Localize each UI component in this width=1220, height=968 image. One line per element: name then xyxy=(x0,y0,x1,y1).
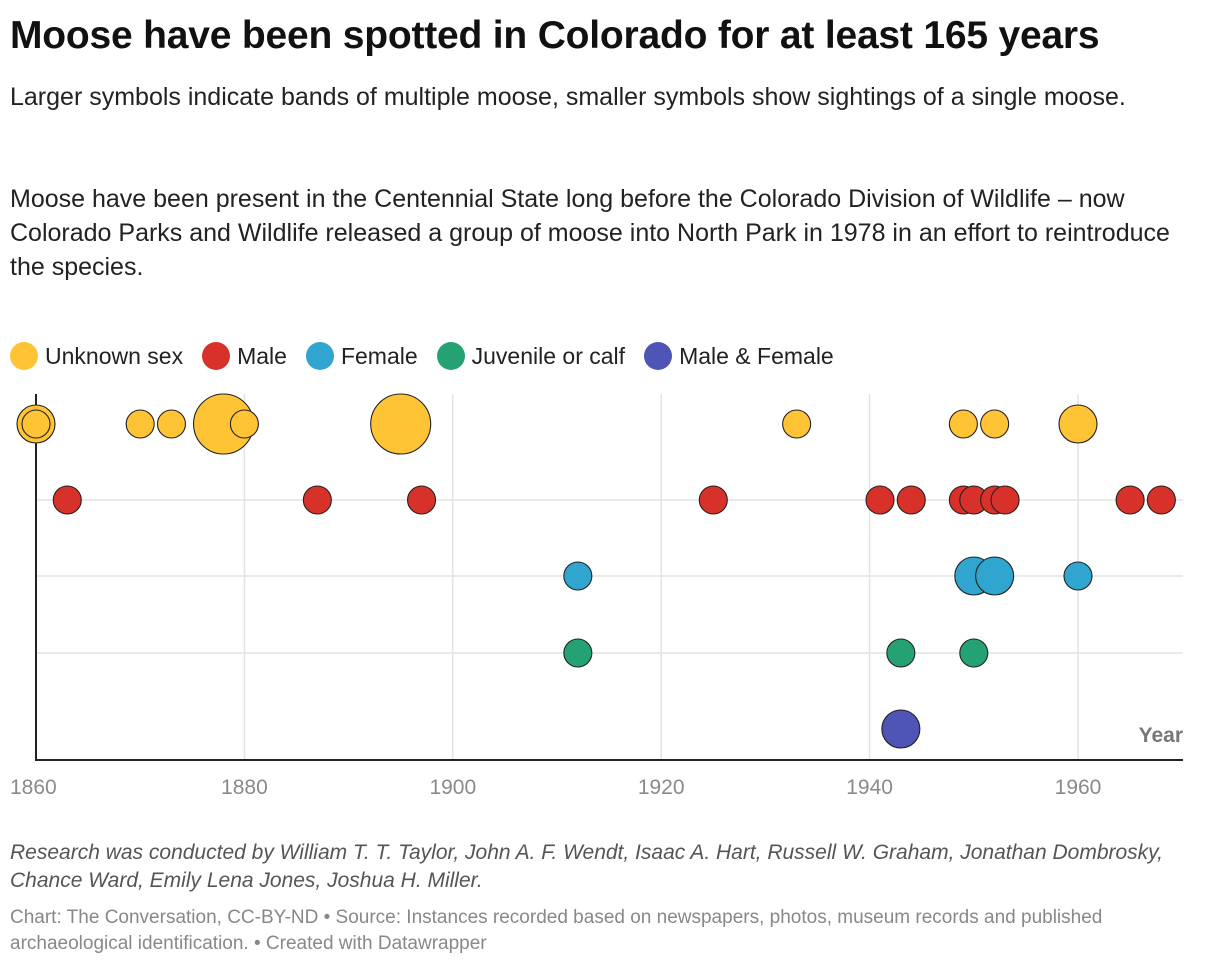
point-juvenile-or-calf-1912 xyxy=(563,638,593,668)
point-juvenile-or-calf-1943 xyxy=(886,638,916,668)
legend-item-juvenile: Juvenile or calf xyxy=(436,342,626,370)
data-points xyxy=(16,393,1176,749)
x-tick-label-1900: 1900 xyxy=(429,776,476,799)
x-tick-label-1880: 1880 xyxy=(221,776,268,799)
legend-swatch-juvenile xyxy=(436,342,465,370)
series-juvenile-or-calf xyxy=(563,638,989,668)
point-unknown-sex-1933 xyxy=(782,409,812,439)
legend-label-male-female: Male & Female xyxy=(679,342,834,369)
legend-label-male: Male xyxy=(237,342,287,369)
point-unknown-sex-1949 xyxy=(948,409,978,439)
point-unknown-sex-1860 xyxy=(21,409,51,439)
legend-swatch-male xyxy=(202,342,231,370)
x-tick-label-1940: 1940 xyxy=(846,776,893,799)
point-male-1944 xyxy=(896,485,926,515)
legend-label-female: Female xyxy=(340,342,418,369)
moose-sightings-chart: 1860 1880 1900 1920 1940 1960 Year xyxy=(10,393,1183,799)
x-axis-title: Year xyxy=(1139,724,1183,747)
chart-subtitle: Larger symbols indicate bands of multipl… xyxy=(10,83,1126,111)
series-male-female xyxy=(881,709,921,749)
legend-label-unknown-sex: Unknown sex xyxy=(45,342,184,369)
legend: Unknown sex Male Female Juvenile or calf… xyxy=(10,338,853,374)
point-male-1965 xyxy=(1115,485,1145,515)
point-male-1953 xyxy=(990,485,1020,515)
point-male-female-1943 xyxy=(881,709,921,749)
legend-item-unknown-sex: Unknown sex xyxy=(10,342,183,370)
series-unknown-sex xyxy=(16,393,1098,455)
x-tick-label-1960: 1960 xyxy=(1055,776,1102,799)
chart-description: Moose have been present in the Centennia… xyxy=(10,185,1170,281)
legend-swatch-female xyxy=(305,342,334,370)
point-male-1968 xyxy=(1146,485,1176,515)
legend-label-juvenile: Juvenile or calf xyxy=(471,342,626,369)
axis-labels: 1860 1880 1900 1920 1940 1960 Year xyxy=(10,724,1183,799)
point-unknown-sex-1880 xyxy=(229,409,259,439)
research-note: Research was conducted by William T. T. … xyxy=(10,841,1163,892)
legend-item-female: Female xyxy=(305,342,418,370)
point-male-1887 xyxy=(302,485,332,515)
point-unknown-sex-1873 xyxy=(156,409,187,439)
point-female-1952 xyxy=(975,556,1015,596)
x-tick-label-1860: 1860 xyxy=(10,776,57,799)
x-tick-label-1920: 1920 xyxy=(638,776,685,799)
point-unknown-sex-1960 xyxy=(1058,404,1098,444)
point-male-1897 xyxy=(406,485,437,515)
chart-title: Moose have been spotted in Colorado for … xyxy=(10,14,1100,57)
point-male-1941 xyxy=(865,485,895,515)
series-male xyxy=(52,485,1176,515)
series-female xyxy=(563,556,1093,596)
legend-swatch-male-female xyxy=(644,342,673,370)
point-male-1925 xyxy=(698,485,728,515)
legend-item-male: Male xyxy=(202,342,287,370)
point-unknown-sex-1895 xyxy=(370,393,432,455)
legend-swatch-unknown-sex xyxy=(10,342,38,370)
point-unknown-sex-1870 xyxy=(125,409,155,439)
point-juvenile-or-calf-1950 xyxy=(959,638,989,668)
point-unknown-sex-1952 xyxy=(980,409,1010,439)
point-female-1912 xyxy=(563,561,593,591)
legend-item-male-female: Male & Female xyxy=(644,342,834,370)
point-male-1863 xyxy=(52,485,82,515)
chart-credit: Chart: The Conversation, CC-BY-ND • Sour… xyxy=(10,907,1103,954)
point-female-1960 xyxy=(1063,561,1093,591)
axes xyxy=(35,394,1183,761)
